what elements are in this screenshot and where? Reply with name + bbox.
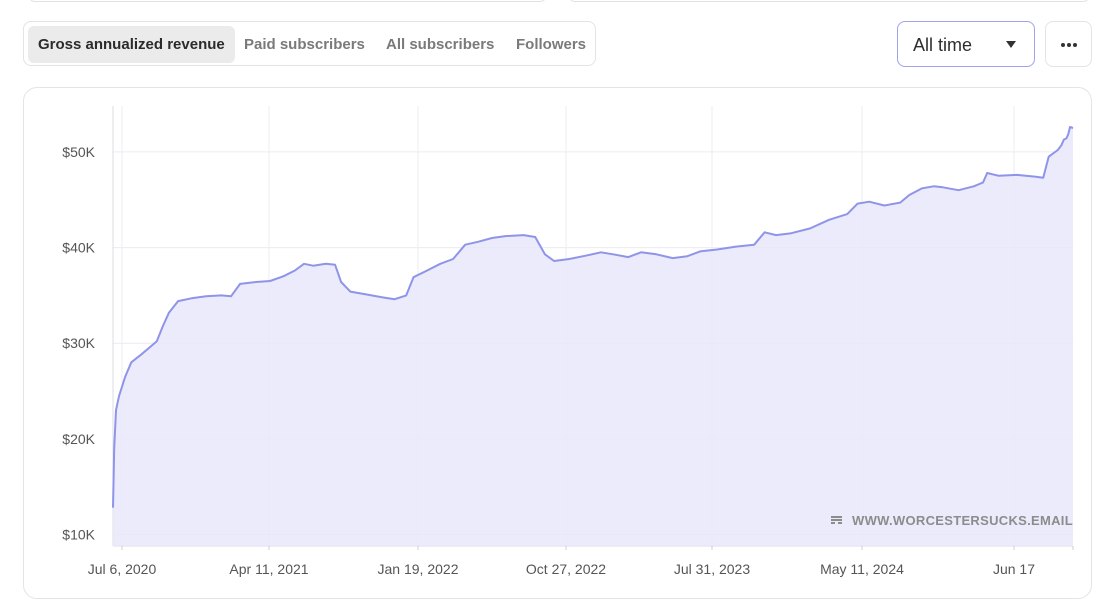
watermark: WWW.WORCESTERSUCKS.EMAIL [831,513,1073,528]
x-tick-label: May 11, 2024 [820,561,904,577]
revenue-area [113,127,1073,546]
x-tick-label: Jan 19, 2022 [378,561,459,577]
watermark-text: WWW.WORCESTERSUCKS.EMAIL [852,513,1073,528]
x-axis: Jul 6, 2020 Apr 11, 2021 Jan 19, 2022 Oct 2… [88,546,1074,577]
y-tick-label: $20K [62,431,95,447]
y-tick-label: $10K [62,527,95,543]
x-tick-label: Jun 17 [993,561,1035,577]
time-range-select[interactable]: All time [897,21,1035,67]
time-range-value: All time [913,35,973,55]
y-axis: $10K $20K $30K $40K $50K [62,144,95,543]
y-tick-label: $30K [62,335,95,351]
tab-paid-subscribers[interactable]: Paid subscribers [244,36,365,53]
tab-gross-annualized-revenue[interactable]: Gross annualized revenue [28,26,235,63]
metric-tabs: Gross annualized revenue Paid subscriber… [23,21,596,66]
x-tick-label: Jul 6, 2020 [88,561,157,577]
x-tick-label: Oct 27, 2022 [526,561,606,577]
x-tick-label: Apr 11, 2021 [229,561,308,577]
revenue-line [112,126,1074,508]
bookmark-stack-icon [831,516,842,526]
x-tick-label: Jul 31, 2023 [674,561,750,577]
caret-down-icon [1006,41,1016,48]
tab-followers[interactable]: Followers [516,36,587,53]
y-tick-label: $50K [62,144,95,160]
tab-all-subscribers[interactable]: All subscribers [386,36,495,53]
y-tick-label: $40K [62,240,95,256]
more-options-button[interactable] [1045,21,1092,67]
